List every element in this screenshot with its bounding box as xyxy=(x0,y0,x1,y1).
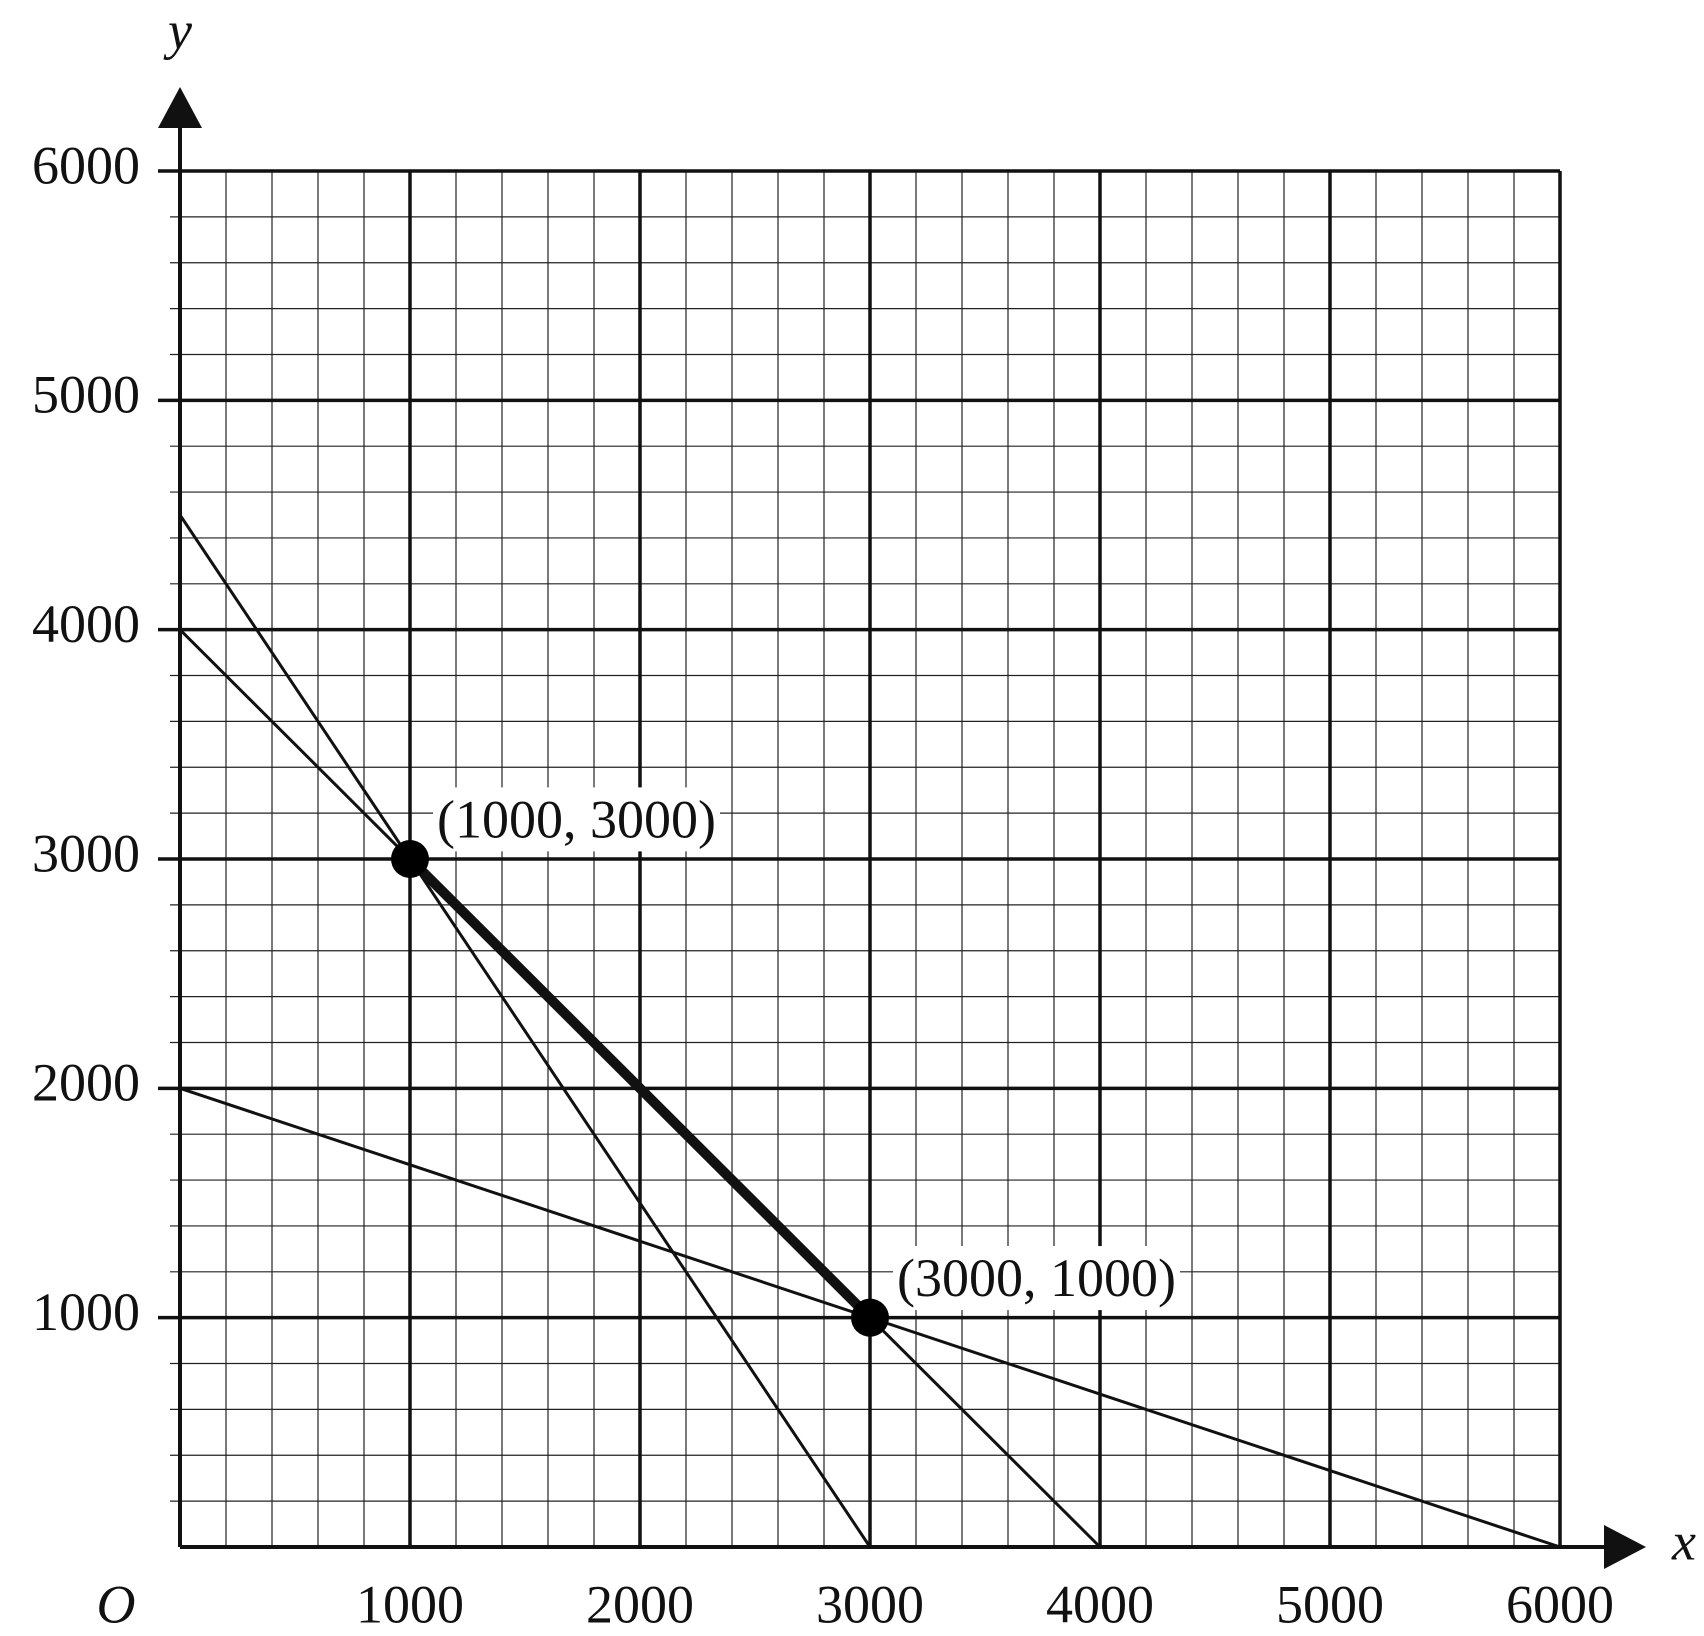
y-tick-label: 6000 xyxy=(32,135,140,195)
point-label: (3000, 1000) xyxy=(897,1248,1176,1308)
x-axis-label: x xyxy=(1671,1511,1696,1571)
point xyxy=(851,1298,889,1337)
label-background xyxy=(433,787,720,852)
y-tick-label: 1000 xyxy=(32,1282,140,1342)
x-tick-label: 4000 xyxy=(1046,1574,1154,1634)
x-tick-label: 1000 xyxy=(356,1574,464,1634)
y-tick-label: 4000 xyxy=(32,594,140,654)
y-tick-label: 5000 xyxy=(32,365,140,425)
x-tick-label: 2000 xyxy=(586,1574,694,1634)
y-tick-label: 3000 xyxy=(32,823,140,883)
y-tick-label: 2000 xyxy=(32,1053,140,1113)
point xyxy=(391,840,429,878)
label-background xyxy=(893,1246,1180,1311)
x-tick-label: 5000 xyxy=(1276,1574,1384,1634)
line xyxy=(406,855,874,1322)
x-axis-arrow xyxy=(1604,1525,1646,1569)
line xyxy=(178,514,872,1548)
origin-label: O xyxy=(97,1574,136,1634)
point-label: (1000, 3000) xyxy=(437,789,716,849)
y-axis-arrow xyxy=(158,87,202,128)
x-tick-label: 3000 xyxy=(816,1574,924,1634)
y-axis-label: y xyxy=(163,0,192,60)
x-tick-label: 6000 xyxy=(1506,1574,1614,1634)
